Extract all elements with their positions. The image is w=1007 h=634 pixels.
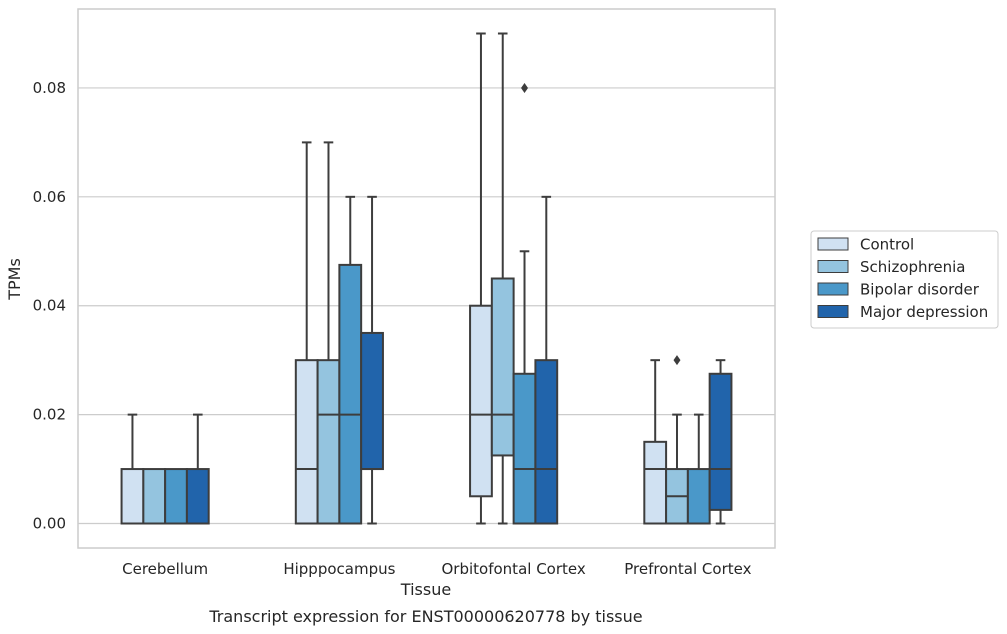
y-tick-label: 0.06	[33, 188, 66, 206]
x-tick-labels: Cerebellum Hipppocampus Orbitofontal Corte…	[122, 560, 751, 578]
box-schizophrenia	[490, 32, 515, 525]
plot-background	[78, 9, 775, 548]
box-iqr	[490, 277, 515, 457]
box-iqr	[316, 359, 341, 525]
box-iqr	[142, 468, 167, 525]
outlier-marker	[521, 82, 529, 93]
y-tick-label: 0.04	[33, 297, 66, 315]
box-iqr	[294, 359, 319, 525]
box-iqr	[120, 468, 145, 525]
box-iqr	[338, 263, 363, 525]
legend-label: Bipolar disorder	[860, 281, 980, 299]
box-iqr	[360, 331, 384, 471]
y-tick-labels: 0.00 0.02 0.04 0.06 0.08	[33, 79, 66, 533]
x-axis-label: Tissue	[400, 580, 451, 599]
box-control	[294, 141, 319, 525]
legend-label: Control	[860, 236, 914, 254]
outlier-marker	[673, 355, 681, 366]
legend-label: Schizophrenia	[860, 258, 965, 276]
box-iqr	[469, 304, 493, 498]
legend-swatch	[817, 305, 849, 318]
legend-label: Major depression	[860, 303, 988, 321]
box-major-depression	[534, 195, 559, 525]
box-iqr	[512, 372, 537, 525]
box-iqr	[534, 359, 559, 525]
box-iqr	[643, 440, 668, 525]
box-iqr	[686, 468, 711, 525]
box-major-depression	[360, 195, 384, 525]
box-major-depression	[185, 413, 210, 525]
legend-frame	[810, 230, 999, 329]
box-control	[643, 359, 668, 525]
y-tick-label: 0.00	[33, 515, 66, 533]
y-axis-label: TPMs	[5, 258, 24, 301]
legend-swatch	[817, 237, 849, 251]
x-tick-label: Prefrontal Cortex	[624, 560, 751, 578]
legend-swatch	[817, 282, 849, 296]
x-tick-label: Orbitofontal Cortex	[442, 560, 586, 578]
box-iqr	[164, 468, 188, 525]
box-schizophrenia	[665, 355, 689, 525]
box-groups	[120, 32, 733, 525]
y-tick-label: 0.02	[33, 406, 66, 424]
box-iqr	[185, 468, 210, 525]
box-bipolar-disorder	[512, 82, 537, 525]
chart-caption: Transcript expression for ENST0000062077…	[208, 607, 642, 626]
plot-frame	[77, 8, 776, 549]
legend: Control Schizophrenia Bipolar disorder Majo…	[810, 230, 999, 329]
y-tick-label: 0.08	[33, 79, 66, 97]
box-major-depression	[708, 359, 733, 525]
box-iqr	[708, 372, 733, 511]
x-tick-label: Cerebellum	[122, 560, 208, 578]
box-schizophrenia	[142, 468, 167, 525]
legend-swatch	[817, 260, 849, 273]
box-bipolar-disorder	[164, 468, 188, 525]
box-control	[120, 413, 145, 525]
x-tick-label: Hipppocampus	[283, 560, 395, 578]
